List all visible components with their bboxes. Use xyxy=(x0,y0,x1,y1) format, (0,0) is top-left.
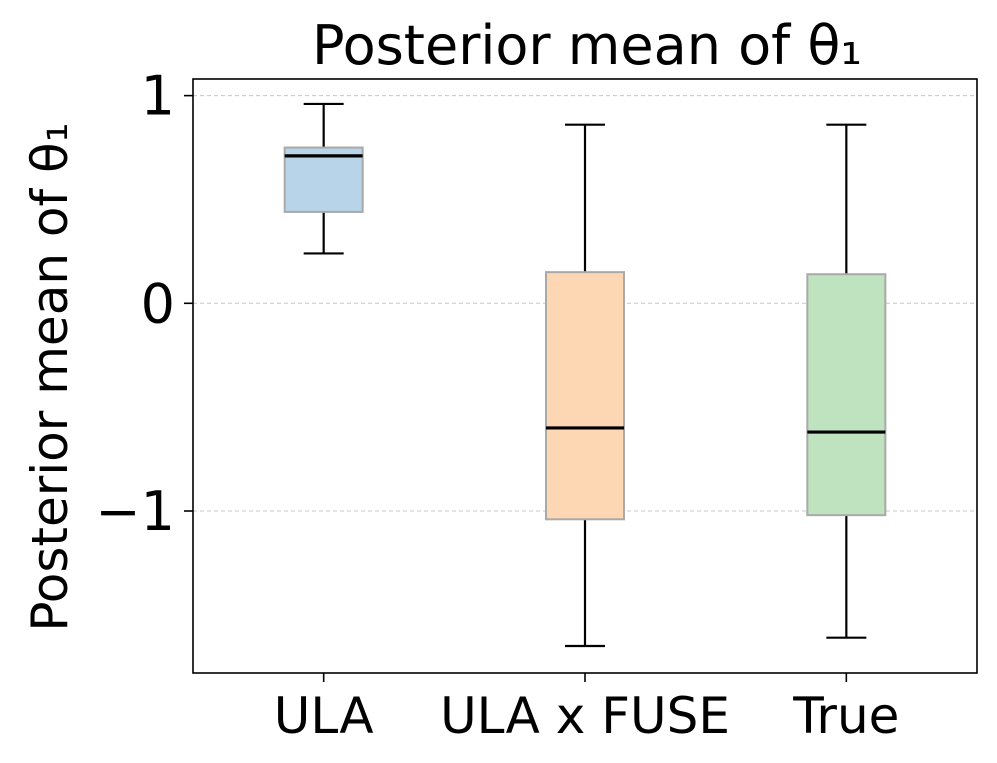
y-tick-label: 1 xyxy=(141,65,175,128)
box-ula xyxy=(283,102,364,255)
y-tick-label: 0 xyxy=(141,272,175,335)
x-tick-label: ULA xyxy=(274,687,374,745)
y-tick-label: −1 xyxy=(95,480,175,543)
iqr-box xyxy=(283,146,364,213)
x-tick-label: ULA x FUSE xyxy=(440,687,730,745)
boxes xyxy=(283,102,887,648)
iqr-box xyxy=(545,271,625,521)
chart-title: Posterior mean of θ₁ xyxy=(312,14,862,77)
box-true xyxy=(806,123,887,639)
iqr-box xyxy=(806,273,887,517)
axis-ticks: 1 0 −1 ULA ULA x FUSE True xyxy=(95,65,899,745)
box-ula-x-fuse xyxy=(545,123,625,648)
x-tick-label: True xyxy=(792,687,899,745)
y-axis-label: Posterior mean of θ₁ xyxy=(21,122,79,631)
